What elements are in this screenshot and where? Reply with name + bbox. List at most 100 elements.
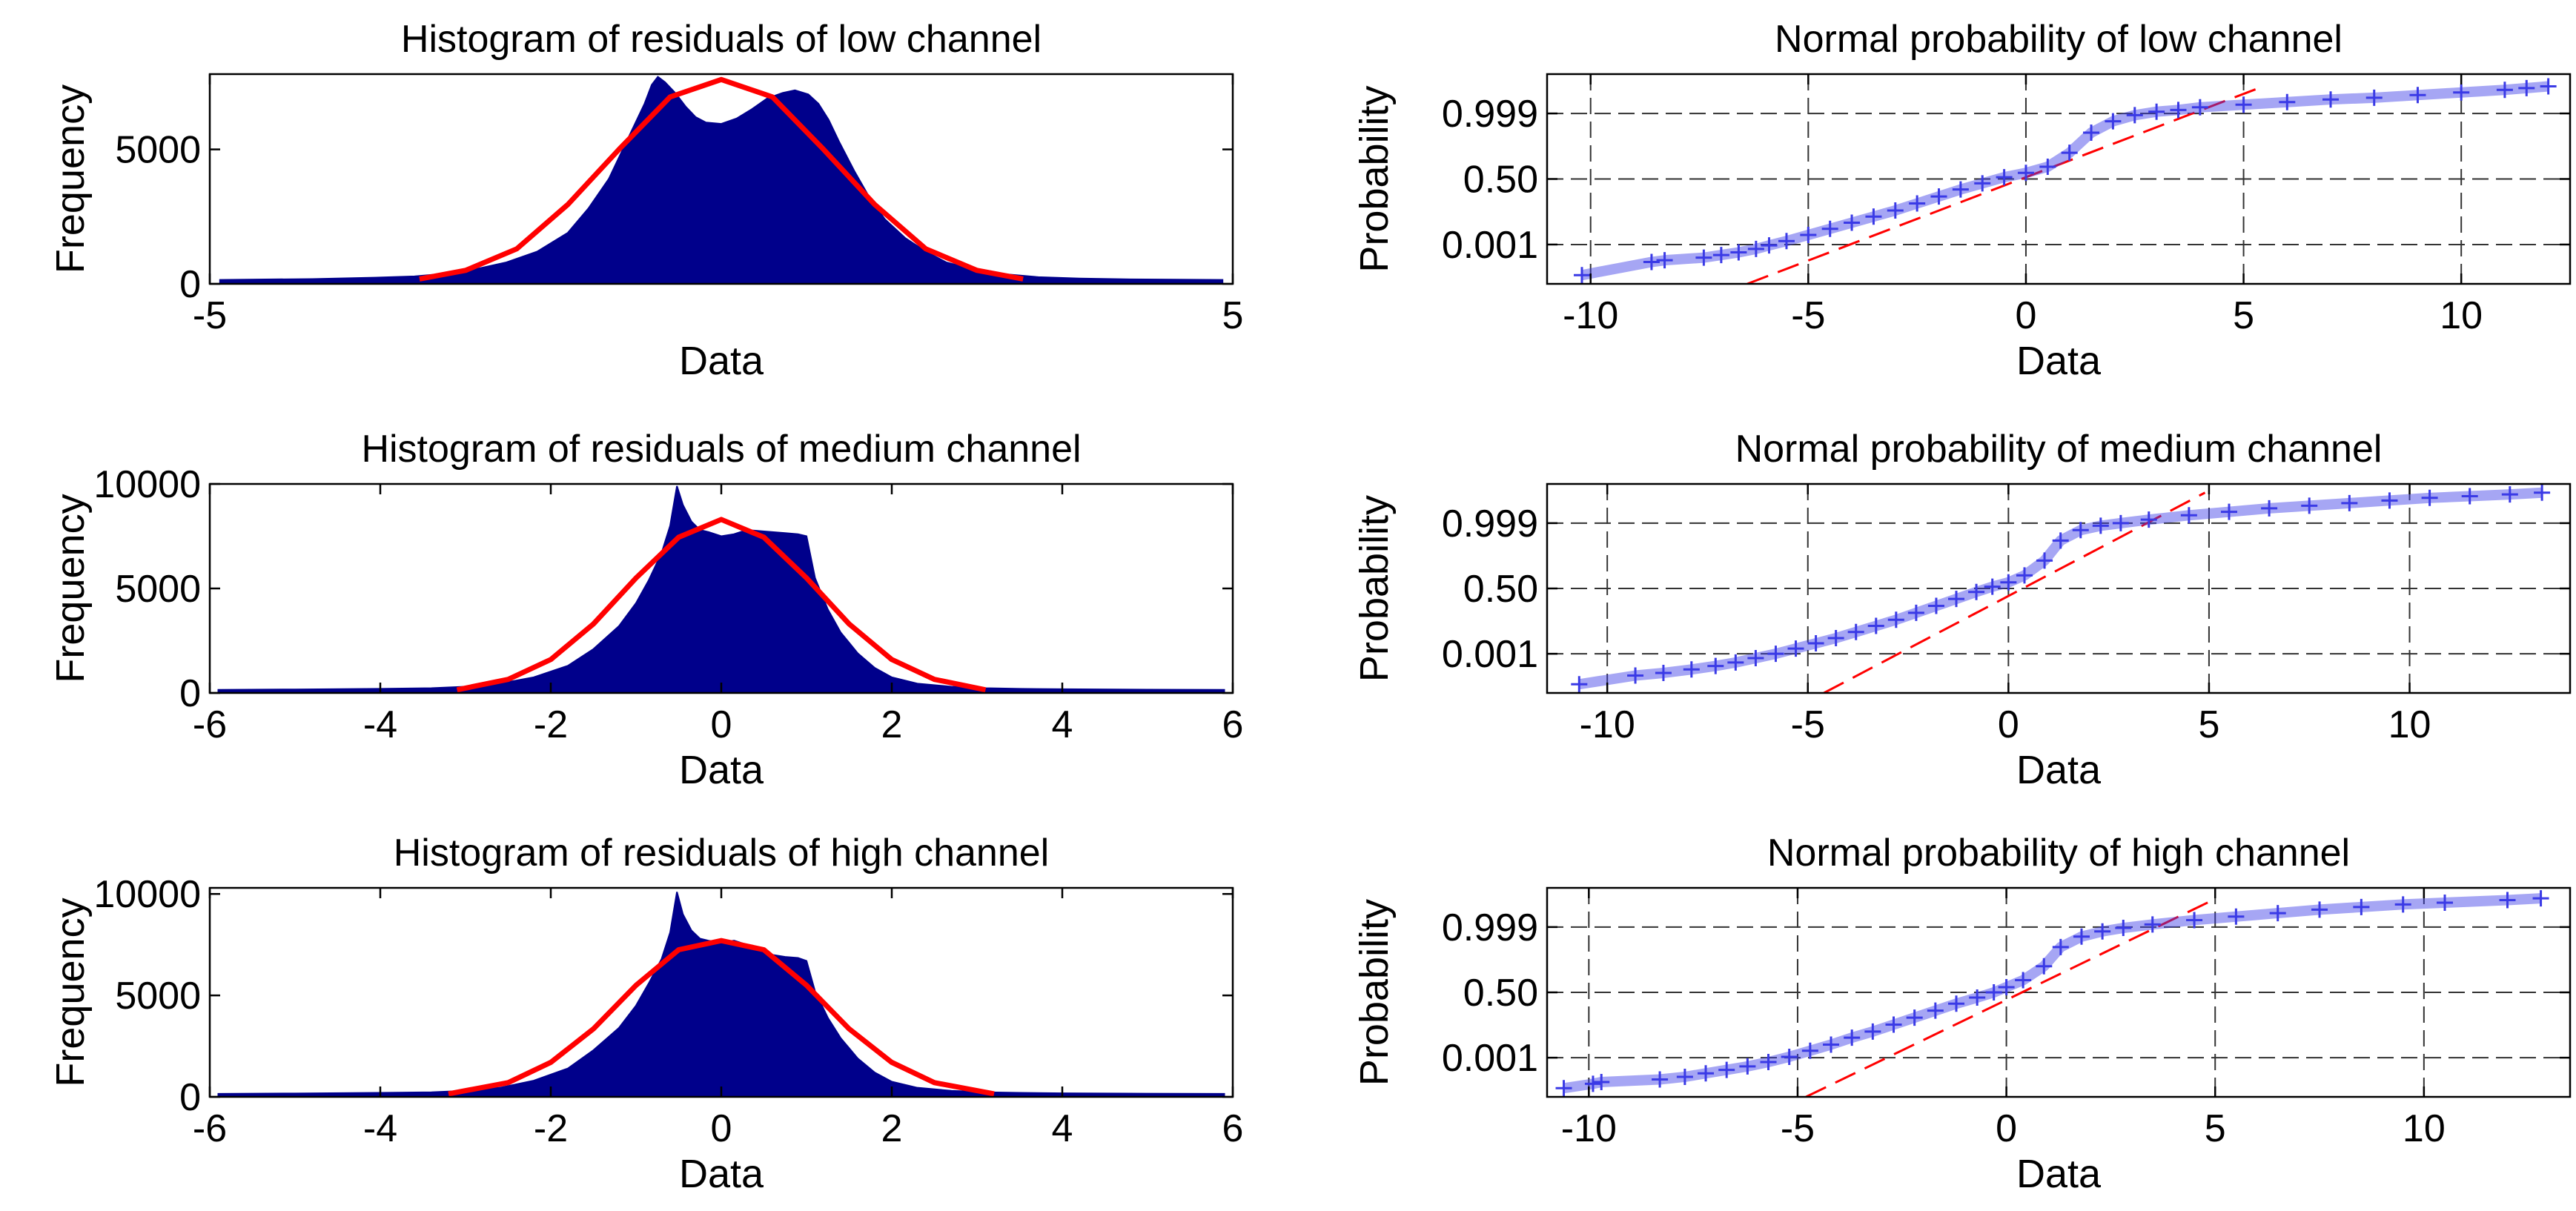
- data-point: [2461, 488, 2478, 505]
- data-point: [2381, 492, 2398, 509]
- data-point: [1778, 233, 1795, 250]
- data-point: [1571, 676, 1588, 693]
- x-tick-label: -5: [193, 294, 227, 337]
- data-point: [2496, 82, 2513, 99]
- data-point: [1930, 188, 1947, 205]
- normal-fit-curve: [419, 76, 1024, 282]
- x-tick-label: -5: [1791, 294, 1825, 337]
- normal-fit-curve: [448, 938, 995, 1097]
- data-point: [1885, 1016, 1902, 1033]
- x-tick-label: -10: [1580, 703, 1635, 746]
- x-axis-label: Data: [679, 748, 764, 792]
- x-axis-label: Data: [2016, 1152, 2102, 1196]
- x-tick-label: 0: [711, 1107, 732, 1150]
- x-tick-label: 6: [1222, 703, 1244, 746]
- y-axis-label: Probability: [1352, 899, 1397, 1086]
- data-point: [2269, 905, 2286, 922]
- x-tick-label: -5: [1791, 703, 1825, 746]
- data-point: [1948, 591, 1964, 608]
- x-tick-label: 0: [711, 703, 732, 746]
- data-point: [1998, 978, 2015, 995]
- y-tick-label: 5000: [115, 975, 201, 1018]
- reference-line: [1823, 491, 2206, 693]
- y-tick-label: 0.50: [1463, 972, 1538, 1015]
- data-point: [2421, 489, 2438, 506]
- y-tick-label: 0.001: [1442, 224, 1538, 267]
- x-tick-label: -4: [363, 1107, 397, 1150]
- data-point: [1555, 1080, 1572, 1097]
- data-point: [2394, 896, 2411, 913]
- data-point: [1865, 208, 1882, 225]
- data-point: [2000, 574, 2017, 591]
- data-point: [1747, 650, 1764, 666]
- y-tick-label: 5000: [115, 568, 201, 611]
- data-point: [1683, 661, 1700, 678]
- data-point: [1718, 1061, 1735, 1078]
- y-tick-label: 0.001: [1442, 633, 1538, 676]
- data-point: [2191, 99, 2208, 116]
- x-axis-label: Data: [679, 339, 764, 383]
- data-point: [2311, 901, 2328, 918]
- y-axis-label: Probability: [1352, 495, 1397, 682]
- data-point: [2180, 507, 2197, 524]
- data-point: [1968, 583, 1985, 600]
- y-axis-label: Probability: [1352, 85, 1397, 272]
- x-tick-label: 5: [2198, 703, 2219, 746]
- chart-title: Histogram of residuals of low channel: [401, 18, 1042, 61]
- x-tick-label: 5: [2233, 294, 2254, 337]
- data-point: [2235, 96, 2252, 113]
- x-axis-label: Data: [679, 1152, 764, 1196]
- data-point: [1627, 667, 1644, 684]
- data-point: [1730, 244, 1747, 261]
- data-point: [1985, 984, 2002, 1001]
- data-point: [2170, 102, 2187, 119]
- data-point: [1676, 1068, 1693, 1085]
- data-point: [1827, 629, 1844, 646]
- data-point: [1844, 1029, 1861, 1046]
- y-tick-label: 10000: [93, 873, 201, 916]
- y-tick-label: 0.50: [1463, 159, 1538, 202]
- data-point: [2365, 89, 2383, 106]
- data-point: [1739, 1058, 1756, 1075]
- data-point: [2499, 892, 2516, 909]
- x-tick-label: -2: [534, 703, 568, 746]
- subplot-4: -6 -4 -2 0 2 4 6 0 5000 10000 Histogram of residua…: [48, 832, 1243, 1196]
- subplot-2: -6 -4 -2 0 2 4 6 0 5000 10000 Histogram of residua…: [48, 428, 1243, 792]
- histogram-bars: [217, 892, 1225, 1097]
- data-point: [1969, 989, 1986, 1006]
- data-point: [1887, 202, 1904, 219]
- x-tick-label: -10: [1561, 1107, 1617, 1150]
- data-point: [1695, 249, 1712, 266]
- data-point: [1727, 654, 1744, 671]
- data-point: [1801, 1042, 1818, 1059]
- axes-frame: [208, 73, 1234, 285]
- data-point: [2144, 916, 2161, 933]
- data-point: [1909, 195, 1926, 212]
- x-tick-label: 5: [2205, 1107, 2226, 1150]
- data-point: [1821, 220, 1838, 237]
- y-tick-label: 0.50: [1463, 568, 1538, 611]
- data-point: [1707, 657, 1724, 674]
- y-tick-label: 0: [179, 672, 201, 715]
- data-point: [1584, 1075, 1601, 1092]
- data-point: [2072, 522, 2089, 539]
- data-point: [2279, 93, 2296, 110]
- y-tick-label: 5000: [115, 129, 201, 172]
- data-point: [1867, 617, 1884, 634]
- x-tick-label: 2: [881, 1107, 903, 1150]
- data-point: [1760, 1054, 1777, 1070]
- x-tick-label: -4: [363, 703, 397, 746]
- x-tick-label: -6: [193, 1107, 227, 1150]
- data-point: [2115, 920, 2132, 937]
- data-point: [2322, 91, 2340, 108]
- subplot-5: -10 -5 0 5 10 0.001 0.50 0.999 Normal probabilit…: [1352, 832, 2572, 1196]
- x-tick-label: -2: [534, 1107, 568, 1150]
- data-point: [2036, 958, 2053, 975]
- data-point: [1927, 597, 1944, 614]
- data-point: [2052, 532, 2069, 549]
- x-tick-label: 2: [881, 703, 903, 746]
- x-axis-label: Data: [2016, 339, 2102, 383]
- x-tick-label: 4: [1052, 1107, 1073, 1150]
- data-point: [1655, 664, 1672, 681]
